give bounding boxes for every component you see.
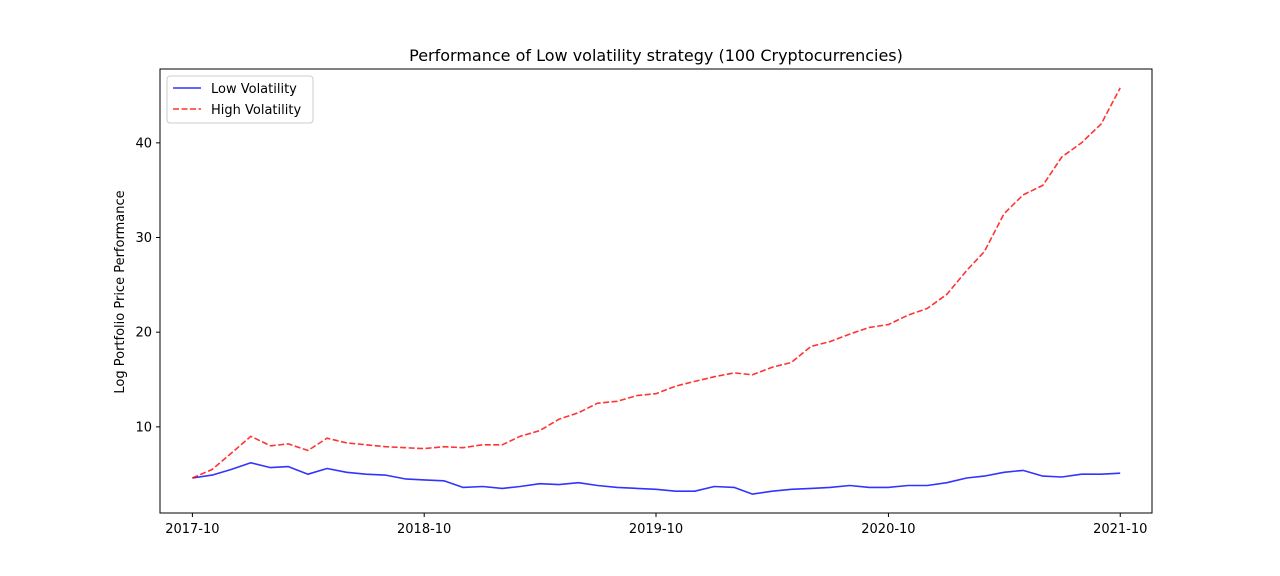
legend-box (166, 75, 314, 124)
legend-label: Low Volatility (211, 82, 297, 97)
legend: Low Volatility High Volatility (166, 75, 314, 124)
series-line-high-volatility (192, 87, 1121, 479)
y-axis-label: Log Portfolio Price Performance (113, 190, 128, 393)
y-tick-label: 20 (135, 326, 152, 341)
x-tick-label: 2020-10 (861, 522, 915, 537)
plot-area (192, 87, 1121, 495)
plot-frame (159, 68, 1153, 514)
chart-title: Performance of Low volatility strategy (… (409, 46, 903, 65)
x-tick-label: 2017-10 (165, 522, 219, 537)
x-tick-label: 2018-10 (397, 522, 451, 537)
y-axis: 10 20 30 40 (135, 136, 160, 435)
y-tick-label: 40 (135, 136, 152, 151)
x-axis: 2017-10 2018-10 2019-10 2020-10 2021-10 (165, 513, 1147, 537)
y-tick-label: 10 (135, 420, 152, 435)
series-line-low-volatility (192, 462, 1121, 495)
legend-label: High Volatility (211, 103, 301, 118)
x-tick-label: 2019-10 (629, 522, 683, 537)
x-tick-label: 2021-10 (1093, 522, 1147, 537)
y-tick-label: 30 (135, 231, 152, 246)
